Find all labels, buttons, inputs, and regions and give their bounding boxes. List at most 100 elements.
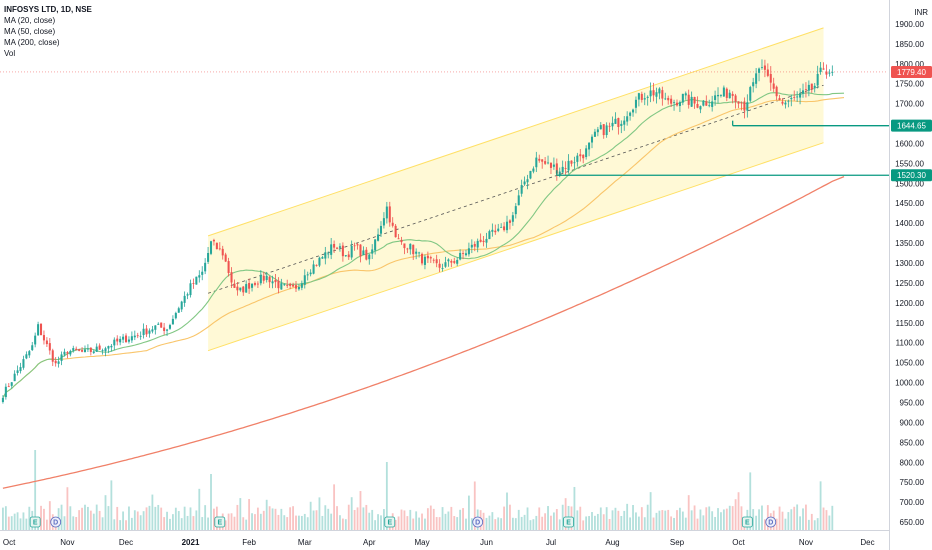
time-axis-label: Nov xyxy=(60,538,74,547)
candle xyxy=(711,95,714,112)
candle-body xyxy=(171,318,174,325)
candle-body xyxy=(505,221,509,231)
earnings-marker-box xyxy=(214,516,226,528)
candle-body xyxy=(825,71,828,75)
price-axis-label: 1750.00 xyxy=(895,80,924,89)
candle-body xyxy=(133,335,136,338)
candle-body xyxy=(801,90,805,94)
candle xyxy=(579,149,582,162)
legend-symbol-title: INFOSYS LTD, 1D, NSE xyxy=(4,5,92,14)
candle-body xyxy=(693,97,696,104)
candle-body xyxy=(280,283,283,290)
candle xyxy=(511,211,514,226)
volume-bar xyxy=(488,515,491,530)
volume-bar xyxy=(145,507,148,530)
volume-bar xyxy=(34,450,37,530)
candle-body xyxy=(189,283,192,296)
candle xyxy=(60,351,63,366)
candle xyxy=(89,347,92,356)
candle xyxy=(318,256,321,268)
support-tag-0-bg xyxy=(891,119,932,132)
candle-body xyxy=(675,102,679,106)
volume-bar xyxy=(104,495,107,530)
volume-bar xyxy=(254,514,256,530)
volume-bar xyxy=(312,510,315,530)
candle xyxy=(667,95,670,105)
volume-bar xyxy=(321,515,324,530)
time-axis[interactable]: Oct Nov Dec 2021 Feb Mar Apr May Jun Jul Aug Sep Oct… xyxy=(0,530,889,548)
candle-body xyxy=(253,283,256,285)
volume-bar xyxy=(40,505,42,530)
support-tag-1-text: 1520.30 xyxy=(897,171,926,180)
candle xyxy=(652,82,655,102)
candle-body xyxy=(772,83,775,89)
candle-body xyxy=(218,248,221,250)
ma200-line xyxy=(2,175,845,489)
candle xyxy=(124,333,128,343)
candle-body xyxy=(752,82,755,87)
candle xyxy=(86,344,89,353)
candle-body xyxy=(523,181,526,185)
candle xyxy=(737,101,740,109)
volume-bar xyxy=(673,517,675,530)
candle xyxy=(693,96,696,109)
volume-bar xyxy=(453,516,456,530)
candle-body xyxy=(75,348,78,351)
candle xyxy=(201,266,204,281)
candle xyxy=(48,338,51,355)
candle-body xyxy=(207,252,210,262)
volume-bar xyxy=(78,510,81,530)
time-axis-label: Sep xyxy=(670,538,685,547)
candle-body xyxy=(702,100,705,106)
price-axis-label: 1100.00 xyxy=(896,339,925,348)
candle xyxy=(517,189,520,206)
volume-bar xyxy=(400,509,403,530)
volume-bar xyxy=(122,511,124,530)
candle xyxy=(186,292,189,300)
candle-body xyxy=(470,244,473,248)
currency-label: INR xyxy=(914,8,928,17)
candle xyxy=(157,322,160,325)
candle-body xyxy=(409,243,412,250)
candle-body xyxy=(251,283,254,288)
candle xyxy=(409,243,412,255)
candle-body xyxy=(256,283,259,285)
volume-bar xyxy=(292,506,294,530)
candle-body xyxy=(576,155,579,162)
candle-body xyxy=(212,239,215,242)
candle xyxy=(655,87,658,104)
candle-body xyxy=(16,370,19,374)
candle-body xyxy=(245,284,248,293)
candle xyxy=(573,156,576,170)
price-tags: 1779.40 1644.65 1520.30 xyxy=(891,65,932,182)
candle-body xyxy=(283,284,286,286)
candle xyxy=(763,59,766,78)
volume-bar xyxy=(552,512,555,530)
price-axis-label: 750.00 xyxy=(900,478,925,487)
event-marker-label: D xyxy=(53,520,58,527)
candle-body xyxy=(42,335,45,341)
time-axis-label: Aug xyxy=(605,538,619,547)
volume-bar xyxy=(177,511,180,530)
volume-bar xyxy=(497,517,500,530)
candle xyxy=(547,155,550,165)
candle-body xyxy=(538,158,541,161)
volume-bar xyxy=(720,512,722,530)
candle-body xyxy=(415,251,418,254)
candle xyxy=(13,370,16,382)
candle xyxy=(251,283,254,292)
earnings-marker-box xyxy=(29,516,41,528)
candle-body xyxy=(623,120,626,125)
candle xyxy=(828,69,831,77)
volume-bar xyxy=(239,498,242,530)
candle xyxy=(306,271,309,281)
price-axis[interactable]: 650.00 700.00 750.00 800.00 850.00 900.00 950.… xyxy=(889,0,929,550)
candle-body xyxy=(517,195,520,206)
candle xyxy=(588,142,591,157)
volume-bar xyxy=(19,518,22,530)
candle-body xyxy=(139,335,142,337)
price-axis-label: 1800.00 xyxy=(895,60,924,69)
volume-bar xyxy=(775,518,778,530)
candle xyxy=(4,383,7,400)
